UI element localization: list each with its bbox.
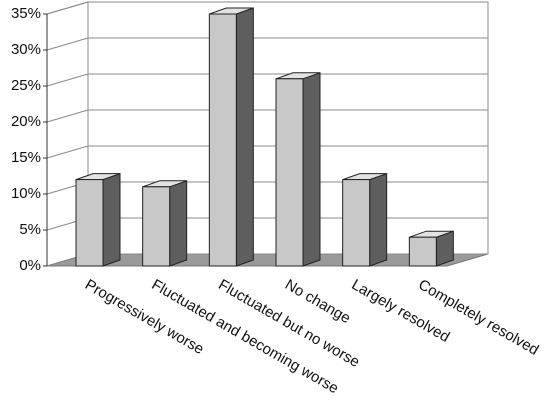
bar-side [102, 172, 121, 267]
bar [75, 179, 104, 267]
bar [275, 78, 304, 267]
y-tick-label: 25% [11, 77, 41, 94]
y-tick-label: 0% [19, 257, 41, 274]
grid-line-side [46, 37, 89, 51]
y-tick-label: 20% [11, 113, 41, 130]
y-tick-label: 30% [11, 41, 41, 58]
bar [208, 13, 237, 267]
bar-side [302, 72, 321, 267]
bar-side [235, 7, 254, 267]
grid-line-side [46, 1, 89, 15]
grid-line-side [46, 73, 89, 87]
y-tick-label: 5% [19, 221, 41, 238]
bar-side [369, 172, 388, 267]
bar-side [169, 180, 188, 267]
grid-line-side [46, 145, 89, 159]
bar [342, 179, 371, 267]
y-tick-label: 35% [11, 5, 41, 22]
grid-line-side [46, 109, 89, 123]
bar [408, 236, 437, 267]
x-tick-label: Progressively worse [82, 276, 207, 358]
y-tick-label: 10% [11, 185, 41, 202]
y-tick-label: 15% [11, 149, 41, 166]
x-tick-label: Completely resolved [415, 276, 541, 359]
bar [142, 186, 171, 267]
